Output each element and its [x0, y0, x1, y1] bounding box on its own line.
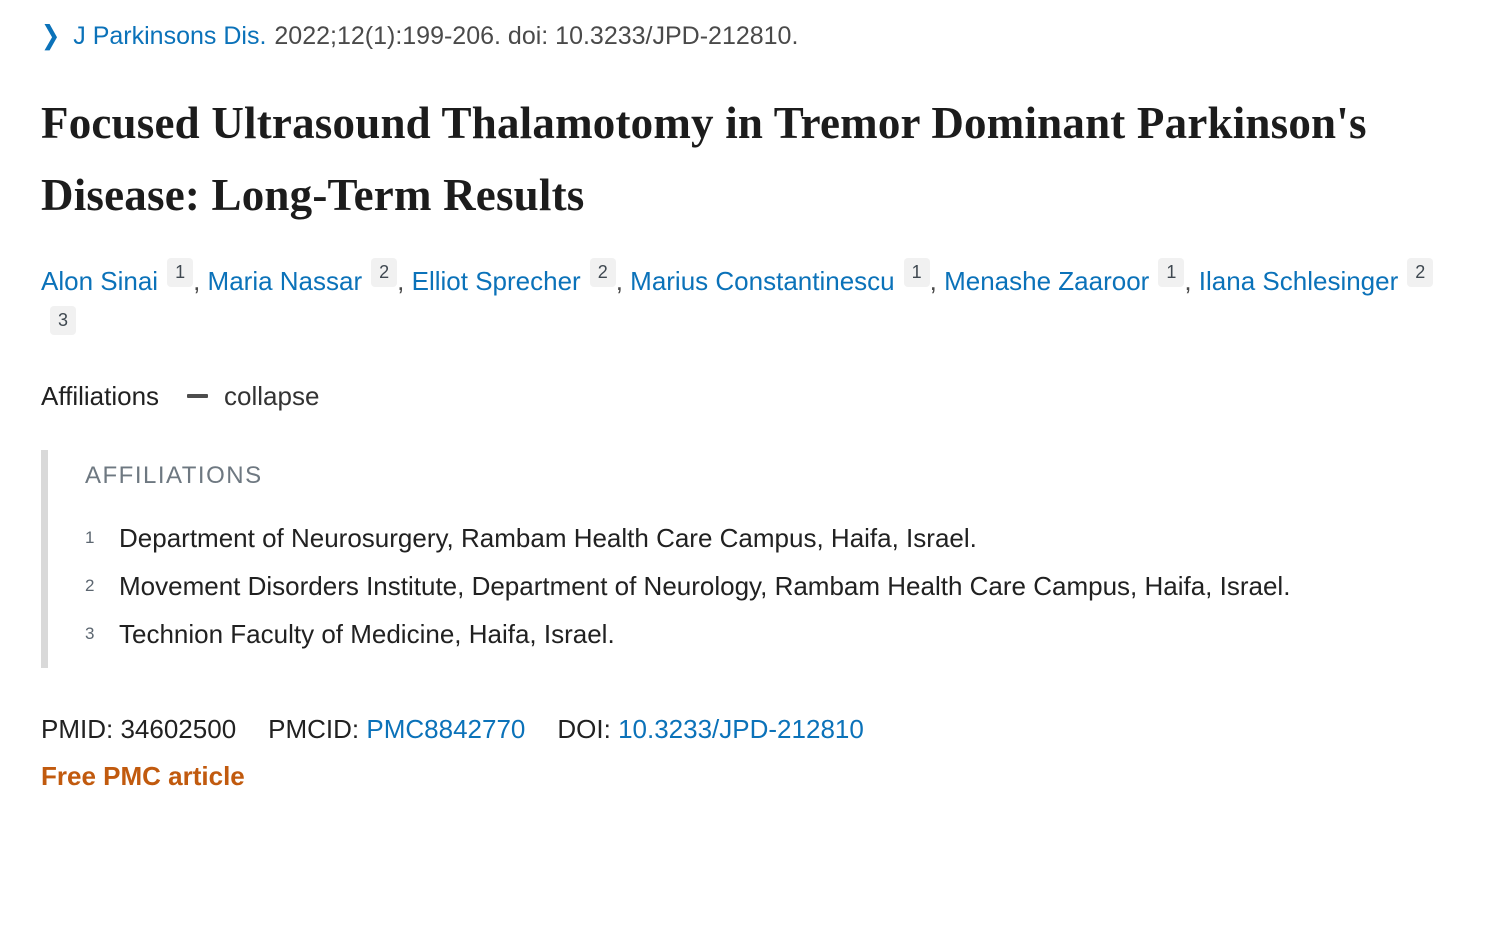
author: Maria Nassar 2, — [207, 257, 412, 296]
affiliation-item: 3 Technion Faculty of Medicine, Haifa, Is… — [85, 610, 1457, 658]
author-separator: , — [397, 265, 412, 296]
doi-group: DOI: 10.3233/JPD-212810 — [557, 714, 863, 745]
affiliation-text: Movement Disorders Institute, Department… — [119, 570, 1291, 601]
collapse-button[interactable]: collapse — [187, 381, 319, 412]
affiliation-text: Department of Neurosurgery, Rambam Healt… — [119, 522, 977, 553]
citation-details: 2022;12(1):199-206. doi: 10.3233/JPD-212… — [274, 22, 799, 50]
author-link[interactable]: Ilana Schlesinger — [1198, 265, 1399, 296]
pmid-group: PMID: 34602500 — [41, 714, 236, 745]
article-title: Focused Ultrasound Thalamotomy in Tremor… — [41, 97, 1367, 220]
doi-label: DOI: — [557, 713, 611, 744]
author-link[interactable]: Maria Nassar — [207, 265, 363, 296]
author: Marius Constantinescu 1, — [630, 257, 945, 296]
author: Alon Sinai 1, — [41, 257, 208, 296]
author-separator: , — [1184, 265, 1199, 296]
pmid-value: 34602500 — [120, 713, 237, 744]
citation-row: ❯ J Parkinsons Dis. 2022;12(1):199-206. … — [41, 20, 1457, 53]
affiliations-label: Affiliations — [41, 380, 160, 411]
affiliations-toggle-row: Affiliations collapse — [41, 381, 1457, 412]
affiliations-list: 1 Department of Neurosurgery, Rambam Heal… — [85, 514, 1457, 658]
affiliation-number: 2 — [85, 575, 95, 595]
doi-link[interactable]: 10.3233/JPD-212810 — [618, 713, 864, 744]
affiliation-number: 3 — [85, 623, 95, 643]
pmcid-label: PMCID: — [268, 713, 360, 744]
affiliation-text: Technion Faculty of Medicine, Haifa, Isr… — [119, 618, 615, 649]
affiliation-item: 2 Movement Disorders Institute, Departmen… — [85, 562, 1457, 610]
author-link[interactable]: Menashe Zaaroor — [944, 265, 1150, 296]
article-header: ❯ J Parkinsons Dis. 2022;12(1):199-206. … — [41, 20, 1457, 791]
author-affiliation-number[interactable]: 1 — [167, 257, 194, 287]
author: Elliot Sprecher 2, — [411, 257, 631, 296]
author-affiliation-number[interactable]: 2 — [1407, 257, 1434, 287]
minus-icon — [187, 394, 209, 399]
collapse-label: collapse — [224, 380, 320, 411]
author: Menashe Zaaroor 1, — [944, 257, 1199, 296]
journal-link[interactable]: J Parkinsons Dis. — [73, 22, 267, 50]
pmcid-link[interactable]: PMC8842770 — [366, 713, 526, 744]
author-separator: , — [929, 265, 945, 296]
affiliation-item: 1 Department of Neurosurgery, Rambam Heal… — [85, 514, 1457, 562]
author-separator: , — [615, 265, 631, 296]
authors-list: Alon Sinai 1, Maria Nassar 2, Elliot Sprec… — [41, 257, 1441, 353]
author-separator: , — [193, 265, 208, 296]
affiliation-number: 1 — [85, 527, 95, 547]
author-link[interactable]: Marius Constantinescu — [630, 265, 895, 296]
author-affiliation-number[interactable]: 3 — [50, 305, 77, 335]
affiliations-heading: AFFILIATIONS — [85, 461, 263, 489]
author-link[interactable]: Elliot Sprecher — [411, 265, 581, 296]
chevron-right-icon[interactable]: ❯ — [41, 20, 61, 51]
author: Ilana Schlesinger 2 3 — [41, 257, 1434, 344]
affiliations-block: AFFILIATIONS 1 Department of Neurosurgery… — [41, 449, 1457, 668]
author-affiliation-number[interactable]: 1 — [903, 257, 930, 287]
author-affiliation-number[interactable]: 2 — [371, 257, 398, 287]
pmcid-group: PMCID: PMC8842770 — [268, 714, 525, 745]
free-pmc-article-link[interactable]: Free PMC article — [41, 760, 245, 791]
pmid-label: PMID: — [41, 713, 114, 744]
identifiers-row: PMID: 34602500 PMCID: PMC8842770 DOI: 10… — [41, 714, 1457, 745]
author-link[interactable]: Alon Sinai — [41, 265, 159, 296]
author-affiliation-number[interactable]: 1 — [1158, 257, 1185, 287]
author-affiliation-number[interactable]: 2 — [589, 257, 616, 287]
